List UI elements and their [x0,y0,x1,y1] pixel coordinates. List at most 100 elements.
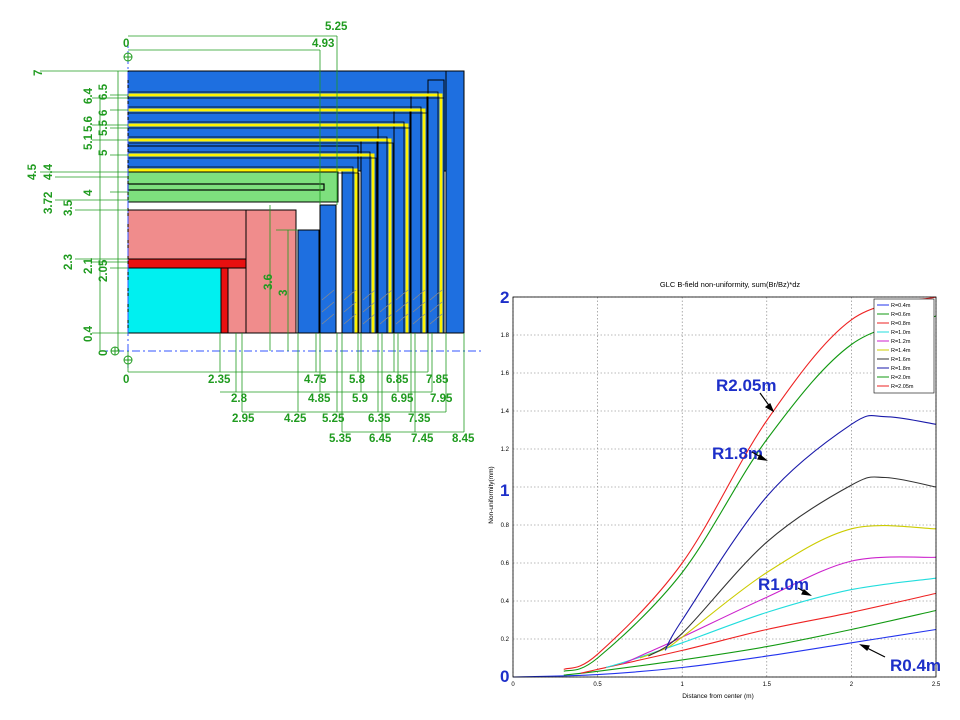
red-layer [127,258,247,269]
series-line-r-1-4m [639,525,937,659]
dim-left-6-5: 6.5 [98,83,110,100]
plot-ylabel: Non-uniformity(mm) [488,466,495,523]
dim-left-0-4: 0.4 [83,325,95,342]
dim-bottom-6-85: 6.85 [386,374,409,386]
y-tick-label: 1.2 [501,447,510,453]
endcap-hatching [321,289,443,325]
plot-axes-box [512,296,937,678]
dim-left-2-1: 2.1 [83,257,95,274]
legend-label: R=2.0m [891,375,911,381]
legend-label: R=1.2m [891,339,911,345]
dim-bottom-2-95: 2.95 [232,413,255,425]
x-tick-label: 0.5 [593,682,602,688]
x-tick-label: 2 [850,682,854,688]
calorimeter-endcap [245,209,297,334]
overlay-tick-0: 0 [500,667,509,686]
y-tick-label: 0.6 [501,561,510,567]
y-tick-label: 0.2 [501,637,510,643]
dim-left-2-05: 2.05 [98,259,110,282]
legend-label: R=1.4m [891,348,911,354]
dim-bottom-2-8: 2.8 [231,393,248,405]
legend-label: R=1.0m [891,330,911,336]
dim-top-5-25: 5.25 [325,21,348,33]
dim-left-5-5: 5.5 [98,119,110,136]
callout-arrows [751,392,886,658]
endcap-plate-5 [360,139,378,334]
endcap-plate-4 [377,124,395,334]
dim-left-3-72: 3.72 [43,192,55,214]
dim-bottom-7-95: 7.95 [430,393,453,405]
dim-top-4-93: 4.93 [312,38,334,50]
dim-left-5-6: 5.6 [83,116,95,132]
dim-bottom-2-35: 2.35 [208,374,231,386]
dim-bottom-5-9: 5.9 [352,393,368,405]
plot-xlabel: Distance from center (m) [682,693,754,700]
dim-left-0: 0 [98,350,110,356]
dim-bottom-7-35: 7.35 [408,413,431,425]
dim-bottom-4-85: 4.85 [308,393,331,405]
y-tick-label: 0.8 [501,523,510,529]
nonuniformity-plot: GLC B-field non-uniformity, sum(Br/Bz)*d… [483,272,949,704]
legend-label: R=1.6m [891,357,911,363]
dim-mid-3: 3 [278,290,290,296]
plot-lines [512,296,937,678]
x-tick-label: 2.5 [932,682,941,688]
dimension-lines [40,35,465,433]
tracker [127,267,222,334]
yellow-layers [128,93,443,333]
callout-r1-0m: R1.0m [758,575,809,594]
dim-left-7: 7 [33,70,45,76]
series-line-r-0-4m [512,628,937,678]
endcap-plate-7 [319,204,337,334]
dim-left-3-5: 3.5 [63,199,75,216]
dim-top-0: 0 [123,38,129,50]
dim-bottom-6-35: 6.35 [368,413,391,425]
dim-left-6-4: 6.4 [83,87,95,104]
plot-legend: R=0.4m R=0.6m R=0.8m R=1.0m R=1.2m R=1.4m R=1.… [873,298,935,394]
plot-frame-bg [483,272,949,704]
dim-bottom-4-25: 4.25 [284,413,307,425]
dim-bottom-5-25: 5.25 [322,413,345,425]
dim-bottom-0: 0 [123,374,129,386]
dim-left-4-5: 4.5 [27,163,39,180]
y-tick-label: 1.8 [501,333,510,339]
coil [127,183,325,191]
y-tick-label: 0.4 [501,599,510,605]
x-tick-label: 1.5 [763,682,772,688]
dim-left-2-3: 2.3 [63,254,75,270]
x-tick-label: 0 [511,682,515,688]
dim-left-5: 5 [98,149,110,156]
dim-bottom-5-8: 5.8 [349,374,366,386]
dim-left-4: 4 [83,189,95,196]
overlay-tick-1: 1 [500,481,509,500]
series-line-r-0-6m [563,609,937,676]
dim-bottom-6-45: 6.45 [369,433,392,445]
legend-label: R=0.6m [891,312,911,318]
dim-left-5-1: 5.1 [83,133,95,150]
overlay-tick-2: 2 [500,288,509,307]
callout-r0-4m: R0.4m [890,656,941,675]
dim-bottom-7-45: 7.45 [411,433,434,445]
endcap-plate-8 [297,229,320,334]
dim-left-4-4: 4.4 [43,163,55,180]
plot-ticks: 0 0.5 1 1.5 2 2.5 0.2 0.4 0.6 0.8 1.2 1.4 1.6 1.8 [501,333,941,688]
series-line-r-1-6m [648,476,937,657]
legend-label: R=1.8m [891,366,911,372]
series-line-r-2-0m [563,315,937,672]
dimension-labels: 5.25 0 4.93 7 6.5 6.4 6 5.6 5.5 5.1 5 4.… [27,21,475,445]
callout-r2-05m: R2.05m [716,376,776,395]
yoke-right-block [445,70,465,334]
y-tick-label: 1.4 [501,409,510,415]
dim-bottom-5-35: 5.35 [329,433,352,445]
calorimeter-side [227,259,247,334]
legend-label: R=0.4m [891,303,911,309]
detector-cross-section [100,40,484,370]
legend-label: R=0.8m [891,321,911,327]
series-line-r-0-8m [580,592,937,674]
x-tick-label: 1 [681,682,685,688]
dim-bottom-7-85: 7.85 [426,374,449,386]
calorimeter-barrel [127,209,247,261]
dim-mid-3-6: 3.6 [263,274,275,290]
dim-bottom-4-75: 4.75 [304,374,327,386]
